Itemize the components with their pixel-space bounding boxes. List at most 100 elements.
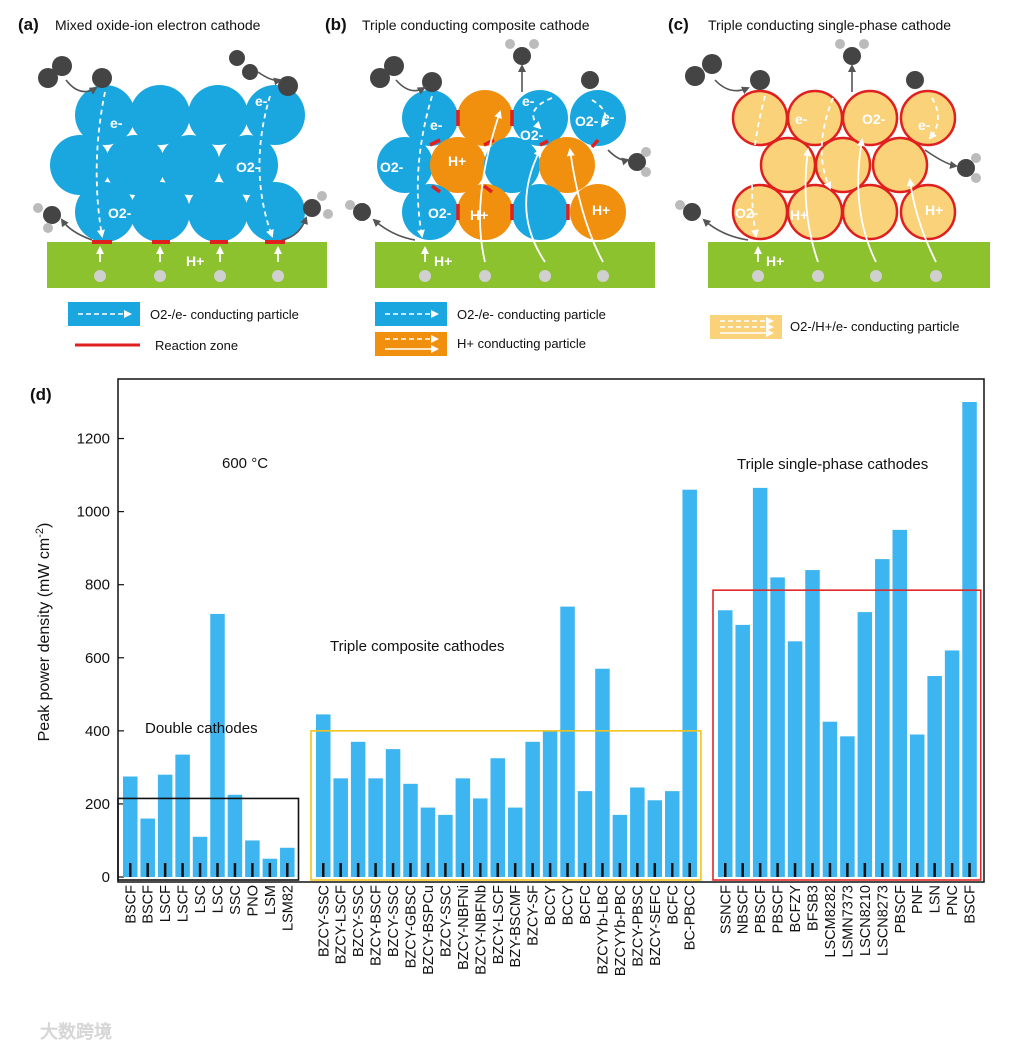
y-tick-label: 600 [85, 650, 110, 667]
category-label: BSCF [141, 885, 157, 924]
group-box [712, 589, 982, 881]
panel-b-letter: (b) [325, 15, 347, 34]
particles-c [731, 89, 957, 241]
category-label: PNO [245, 885, 261, 916]
group-boxes [117, 589, 982, 881]
legend-b-1: H+ conducting particle [457, 336, 586, 351]
y-tick-label: 800 [85, 577, 110, 594]
bar [333, 778, 348, 877]
category-label: BZCY-LSCF [334, 885, 350, 964]
panel-c-letter: (c) [668, 15, 689, 34]
plot-frame [117, 378, 985, 883]
category-label: BZCYYb-LBC [595, 885, 611, 974]
panel-c: (c) Triple conducting single-phase catho… [668, 15, 990, 339]
label-b-8: H+ [470, 207, 488, 223]
category-label: LSCF [158, 885, 174, 922]
bar [577, 791, 593, 877]
y-tick-label: 1200 [77, 431, 110, 448]
category-label: PNF [910, 885, 926, 914]
label-c-2: e- [918, 117, 931, 133]
category-label: LSN [928, 885, 944, 913]
panel-b-title: Triple conducting composite cathode [362, 17, 590, 33]
bar [875, 559, 890, 877]
group-label-composite: Triple composite cathodes [330, 638, 505, 655]
label-a-2: O2- [236, 159, 260, 175]
proton-arrows-a [96, 246, 282, 262]
bar [403, 783, 418, 877]
category-label: LSM82 [280, 885, 296, 931]
y-tick-label: 200 [85, 796, 110, 813]
category-label: BZCY-SSC [438, 885, 454, 957]
reaction-zones-b [429, 110, 600, 220]
o2-e-paths-a [95, 91, 274, 238]
o2-e-paths-b [416, 95, 609, 238]
gas-arrows-c [702, 64, 958, 241]
label-a-3: O2- [108, 205, 132, 221]
bar [420, 807, 436, 877]
bar [350, 741, 366, 877]
bar [455, 778, 471, 877]
bar [490, 758, 505, 877]
bar [542, 730, 558, 877]
electrolyte-c [708, 242, 990, 288]
panel-a-letter: (a) [18, 15, 39, 34]
category-label: BZCY-LSCF [491, 885, 507, 964]
label-b-4: e- [602, 109, 615, 125]
bar [735, 624, 750, 877]
bar [787, 641, 803, 877]
category-label: BFSB3 [806, 885, 822, 931]
gas-arrows-a [60, 71, 308, 241]
bar [944, 650, 960, 877]
category-label: BCFC [665, 885, 681, 924]
bar [385, 749, 401, 877]
category-label: LSCN8210 [858, 885, 874, 956]
bar [630, 787, 645, 877]
group-label-single: Triple single-phase cathodes [737, 456, 928, 473]
bar [805, 570, 820, 877]
category-label: LSC [211, 885, 227, 913]
electrolyte-dots-a [94, 270, 284, 282]
label-c-1: O2- [862, 111, 886, 127]
o2-e-paths-c [751, 95, 939, 238]
y-tick-label: 0 [102, 869, 110, 886]
category-label: BZCY-SSC [351, 885, 367, 957]
category-label: BZCY-SF [526, 885, 542, 946]
label-c-5: H+ [925, 202, 943, 218]
category-label: BZCY-NBFNi [456, 885, 472, 970]
proton-paths-b [421, 110, 604, 263]
category-label: BSCF [963, 885, 979, 924]
y-tick-label: 400 [85, 723, 110, 740]
panel-d: (d) 0 200 400 600 800 1000 1200 Peak power den… [30, 378, 985, 976]
bar [473, 798, 488, 877]
bar [770, 577, 785, 877]
category-label: BSCF [123, 885, 139, 924]
panel-a-title: Mixed oxide-ion electron cathode [55, 17, 261, 33]
bar [140, 818, 155, 877]
label-c-3: O2- [735, 205, 759, 221]
label-b-10: H+ [434, 253, 452, 269]
label-b-6: O2- [380, 159, 404, 175]
category-label: BZCY-GBSC [404, 885, 420, 968]
bar [192, 836, 208, 877]
label-b-7: O2- [428, 205, 452, 221]
label-a-1: e- [255, 93, 268, 109]
category-label: SSNCF [718, 885, 734, 934]
particles-a [50, 85, 305, 242]
category-label: BCCY [561, 885, 577, 926]
category-label: BZY-BSCMF [508, 885, 524, 968]
o2-molecules-a [38, 50, 321, 224]
watermark: 大数跨境 [40, 1021, 112, 1042]
gas-arrows-b [372, 64, 630, 241]
temperature-label: 600 °C [222, 455, 268, 472]
bar [245, 840, 260, 877]
bar [962, 402, 977, 877]
category-label: PNC [945, 885, 961, 916]
label-b-1: e- [522, 93, 535, 109]
label-b-9: H+ [592, 202, 610, 218]
bar [665, 791, 680, 877]
category-label: LSMN7373 [840, 885, 856, 958]
bar [647, 800, 663, 877]
category-label: LSCN8273 [875, 885, 891, 956]
h2o-atoms-a [33, 191, 333, 233]
panel-d-letter: (d) [30, 385, 52, 404]
